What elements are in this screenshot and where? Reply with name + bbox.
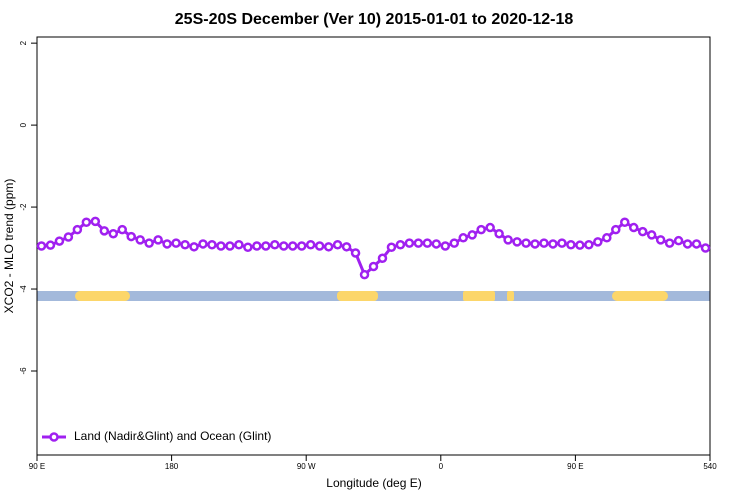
data-point [368,261,379,272]
land-patch [507,291,514,301]
data-point [234,240,244,250]
data-point [54,236,65,246]
x-axis-label: Longitude (deg E) [326,476,421,490]
data-point [449,238,460,248]
data-point [45,240,56,250]
data-point [252,241,262,251]
data-point [476,224,486,235]
data-point [691,239,702,249]
data-point [646,230,657,240]
land-patch [75,291,130,301]
y-tick-label: -4 [19,285,28,293]
data-point [153,235,163,245]
data-point [279,241,289,251]
y-tick-label: 2 [19,40,28,45]
data-point [602,233,612,243]
land-patch [463,291,495,301]
x-tick-label: 0 [439,462,444,471]
legend-marker [49,432,59,442]
land-patch [612,291,668,301]
plot-frame [36,36,711,456]
data-point [126,231,136,242]
data-point [521,238,531,248]
data-point [350,248,361,258]
data-point [440,241,451,251]
data-point [135,235,145,245]
y-tick-label: -2 [19,203,28,211]
data-point [81,217,92,227]
data-point [261,241,271,251]
surface-band [37,291,710,301]
x-tick-label: 90 E [29,462,45,471]
data-point [404,238,415,248]
data-point [332,240,343,250]
data-point [305,240,316,250]
data-point [72,224,83,235]
chart-title: 25S-20S December (Ver 10) 2015-01-01 to … [175,11,574,28]
data-point [216,241,226,251]
data-point [63,232,74,242]
data-point [314,241,325,251]
data-point [494,228,504,239]
data-point [458,233,468,243]
data-point [611,224,621,235]
data-point [566,240,576,250]
y-axis-label: XCO2 - MLO trend (ppm) [2,179,16,314]
data-point [664,238,675,248]
data-point [539,238,549,248]
data-point [503,235,513,245]
data-point [485,222,495,233]
data-point [584,240,594,250]
data-point [323,242,334,252]
data-point [395,240,406,250]
data-point [359,269,370,280]
data-point [413,238,424,248]
data-point [593,237,603,247]
data-point [198,239,208,249]
data-point [99,226,110,236]
data-point [225,241,235,251]
data-point [162,239,172,249]
data-point [287,241,298,251]
data-point [180,240,190,250]
data-point [682,239,693,249]
data-point [467,230,477,240]
data-point [270,240,280,250]
data-point [386,242,397,252]
data-point [422,238,433,248]
data-point [108,228,119,239]
data-point [512,237,522,247]
y-tick-label: -6 [19,367,28,375]
x-tick-label: 90 W [297,462,316,471]
data-point [296,241,307,251]
data-point [243,242,253,252]
data-point [171,238,181,248]
data-point [700,243,711,253]
x-tick-label: 540 [703,462,717,471]
data-point [377,253,388,264]
data-point [90,216,101,227]
data-point [189,242,199,252]
data-point [628,222,639,233]
x-tick-label: 90 E [567,462,583,471]
data-point [673,235,684,246]
data-point [431,239,442,249]
data-point [637,226,648,237]
legend-label: Land (Nadir&Glint) and Ocean (Glint) [74,429,271,443]
data-point [548,239,558,249]
data-point [341,242,352,252]
land-patch [337,291,378,301]
data-point [117,224,127,235]
data-point [36,241,47,251]
data-point [557,238,567,248]
data-point [207,240,217,250]
data-point [620,217,630,227]
data-point [530,239,540,249]
y-tick-label: 0 [19,122,28,127]
data-point [575,240,585,250]
data-point [655,235,666,245]
data-point [144,238,154,248]
x-tick-label: 180 [165,462,179,471]
